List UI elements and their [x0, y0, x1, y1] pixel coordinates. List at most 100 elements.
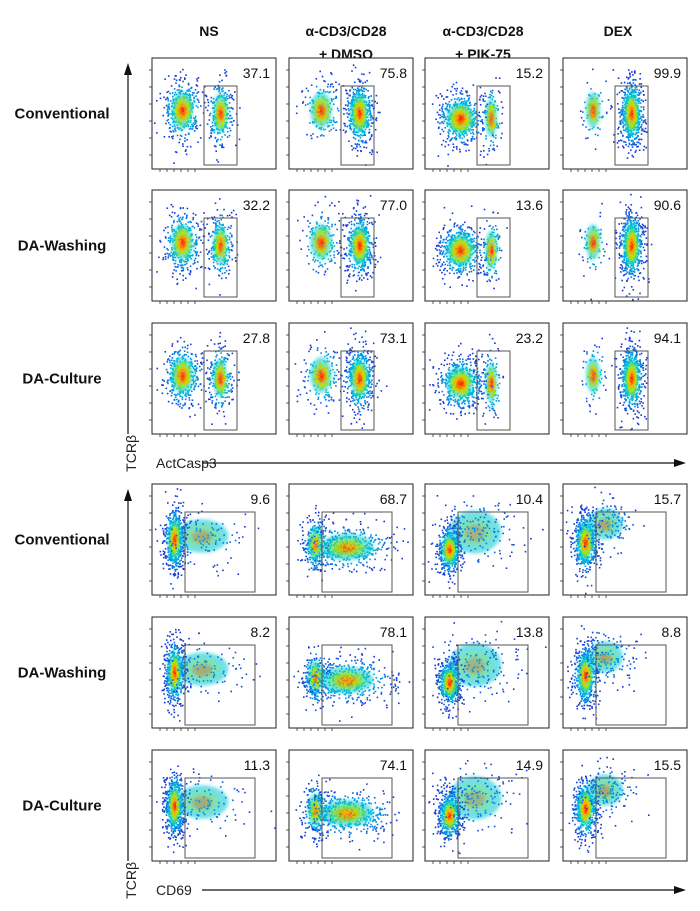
event-dot	[196, 251, 199, 253]
event-dot	[177, 104, 180, 107]
event-dot	[622, 145, 624, 148]
event-dot	[444, 273, 446, 276]
event-dot	[348, 275, 350, 277]
event-dot	[210, 100, 212, 103]
event-dot	[210, 252, 213, 255]
event-dot	[495, 107, 498, 110]
event-dot	[330, 72, 332, 74]
event-dot	[639, 138, 641, 141]
event-dot	[447, 134, 450, 137]
event-dot	[335, 96, 338, 99]
event-dot	[356, 113, 359, 116]
event-dot	[437, 261, 440, 264]
event-dot	[448, 262, 451, 264]
event-dot	[353, 136, 355, 139]
event-dot	[444, 145, 446, 148]
event-dot	[457, 235, 460, 238]
event-dot	[345, 130, 347, 133]
event-dot	[174, 114, 177, 117]
event-dot	[181, 266, 184, 269]
event-dot	[645, 122, 647, 125]
event-dot	[486, 153, 489, 156]
event-dot	[354, 112, 356, 114]
event-dot	[238, 138, 241, 141]
event-dot	[362, 231, 365, 233]
event-dot	[184, 261, 186, 263]
event-dot	[349, 123, 352, 126]
event-dot	[359, 213, 362, 216]
event-dot	[644, 99, 647, 101]
event-dot	[470, 108, 472, 111]
event-dot	[204, 267, 207, 269]
event-dot	[456, 148, 458, 150]
event-dot	[612, 69, 615, 71]
event-dot	[357, 88, 360, 90]
event-dot	[360, 118, 363, 121]
event-dot	[225, 74, 228, 77]
event-dot	[467, 258, 470, 261]
event-dot	[444, 267, 446, 270]
event-dot	[363, 259, 366, 262]
event-dot	[173, 113, 175, 116]
event-dot	[179, 114, 181, 117]
event-dot	[207, 101, 210, 104]
event-dot	[359, 232, 361, 234]
event-dot	[586, 114, 589, 117]
event-dot	[216, 209, 219, 211]
event-dot	[211, 130, 214, 132]
event-dot	[328, 226, 330, 228]
event-dot	[184, 107, 187, 110]
event-dot	[627, 82, 629, 85]
event-dot	[459, 128, 461, 131]
event-dot	[364, 101, 366, 103]
event-dot	[628, 87, 631, 89]
event-dot	[469, 254, 472, 257]
event-dot	[186, 207, 189, 210]
event-dot	[363, 73, 365, 76]
event-dot	[369, 261, 372, 263]
event-dot	[483, 228, 486, 230]
event-dot	[623, 81, 626, 84]
event-dot	[317, 250, 319, 252]
event-dot	[219, 263, 222, 266]
event-dot	[352, 98, 354, 100]
event-dot	[178, 236, 181, 239]
event-dot	[319, 116, 322, 118]
event-dot	[353, 255, 355, 257]
event-dot	[453, 225, 456, 228]
event-dot	[327, 124, 329, 127]
event-dot	[446, 125, 449, 127]
event-dot	[492, 96, 495, 98]
event-dot	[177, 111, 179, 114]
event-dot	[445, 141, 447, 143]
event-dot	[358, 114, 361, 117]
event-dot	[469, 123, 471, 125]
event-dot	[484, 92, 486, 95]
event-dot	[436, 255, 439, 257]
event-dot	[204, 85, 206, 88]
event-dot	[366, 113, 368, 115]
event-dot	[232, 209, 235, 212]
event-dot	[218, 108, 221, 111]
event-dot	[212, 242, 215, 244]
event-dot	[311, 244, 313, 247]
event-dot	[174, 256, 177, 259]
event-dot	[477, 131, 479, 134]
event-dot	[221, 259, 224, 262]
event-dot	[441, 244, 443, 247]
event-dot	[221, 229, 224, 232]
event-dot	[350, 223, 353, 226]
event-dot	[363, 268, 365, 271]
event-dot	[297, 219, 299, 222]
event-dot	[316, 115, 319, 118]
event-dot	[324, 220, 326, 222]
event-dot	[174, 125, 176, 128]
event-dot	[640, 99, 643, 101]
event-dot	[359, 236, 361, 238]
event-dot	[228, 236, 231, 239]
event-dot	[467, 105, 470, 107]
event-dot	[350, 120, 352, 123]
event-dot	[215, 260, 218, 263]
event-dot	[217, 129, 219, 131]
event-dot	[352, 238, 354, 241]
